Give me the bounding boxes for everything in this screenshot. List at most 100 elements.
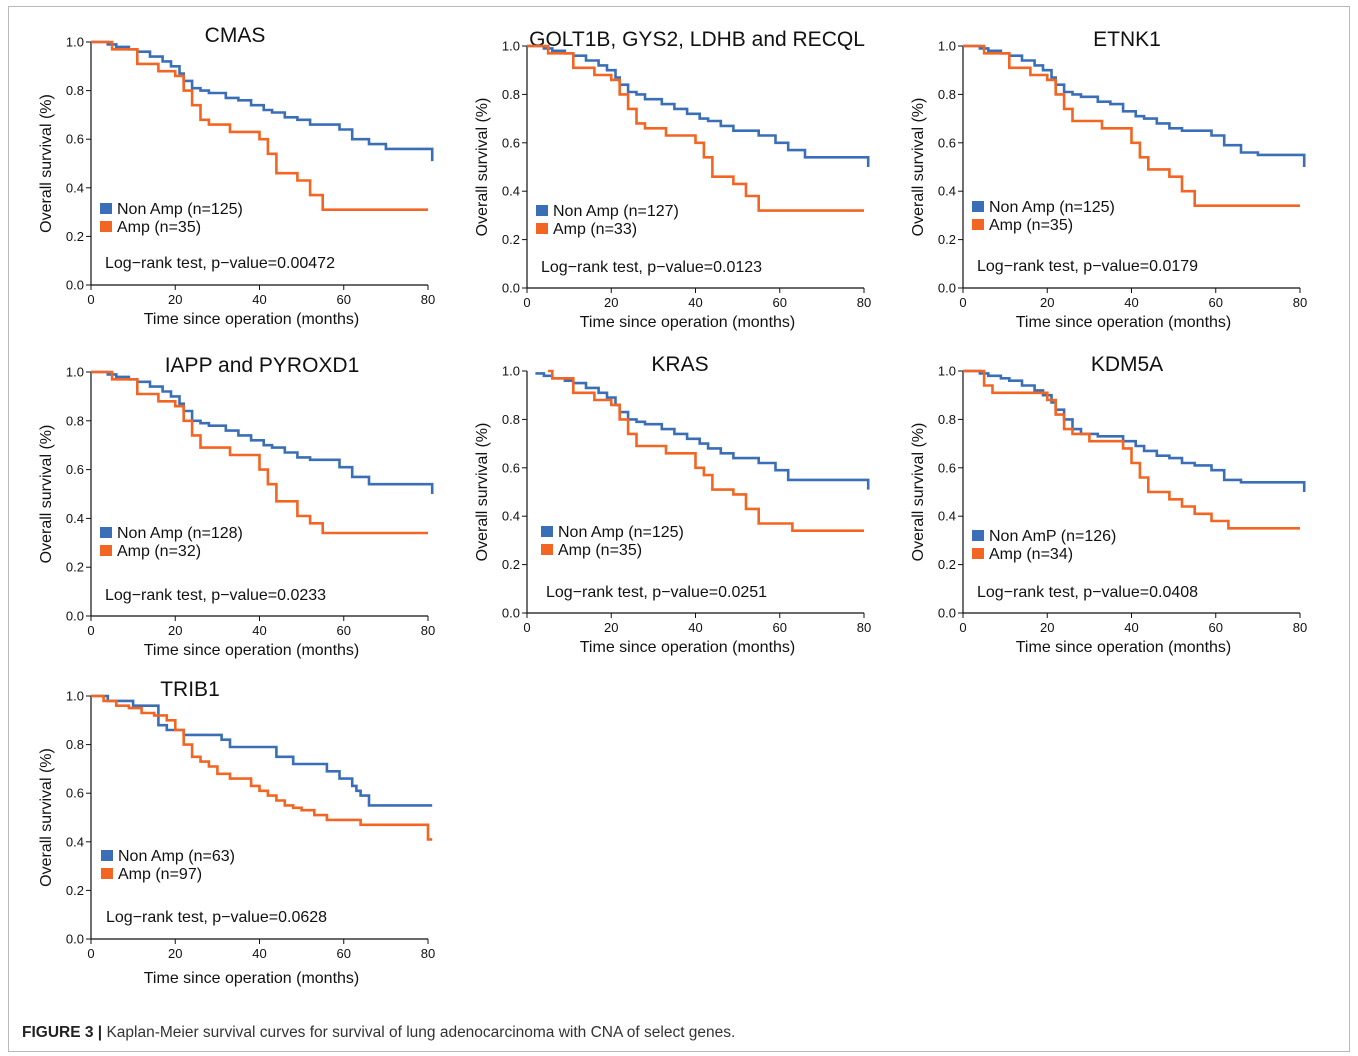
legend-label: Amp (n=34): [989, 546, 1073, 563]
x-tick-label: 0: [87, 292, 94, 307]
y-tick-label: 0.8: [66, 83, 84, 98]
legend-label: Amp (n=33): [553, 221, 637, 238]
logrank-annotation: Log−rank test, p−value=0.0233: [105, 587, 326, 604]
x-tick-label: 20: [168, 292, 182, 307]
x-tick-label: 0: [523, 620, 530, 635]
x-axis-label: Time since operation (months): [144, 970, 360, 987]
logrank-annotation: Log−rank test, p−value=0.0251: [546, 584, 767, 601]
legend-label: Non Amp (n=125): [989, 199, 1115, 216]
legend-swatch-non-amp: [100, 203, 112, 214]
y-axis-label: Overall survival (%): [910, 98, 927, 237]
y-tick-label: 0.6: [66, 786, 84, 801]
km-panel: IAPP and PYROXD1 0.0 0.2 0.4 0.6 0.8 1.0 0 20 40 6…: [38, 354, 435, 659]
x-tick-label: 20: [1040, 295, 1054, 310]
km-panel: CMAS 0.0 0.2 0.4 0.6 0.8 1.0 0 20 40 60 80 Time sinc…: [38, 24, 435, 328]
y-axis-label: Overall survival (%): [474, 423, 491, 562]
amp-curve: [91, 694, 433, 841]
x-tick-label: 60: [337, 946, 351, 961]
y-tick-label: 1.0: [66, 35, 84, 50]
y-tick-label: 0.6: [938, 460, 956, 475]
x-tick-label: 80: [1293, 620, 1307, 635]
amp-curve: [548, 369, 864, 532]
x-tick-label: 80: [857, 295, 871, 310]
y-tick-label: 0.4: [66, 834, 84, 849]
x-axis-label: Time since operation (months): [1016, 314, 1232, 331]
logrank-annotation: Log−rank test, p−value=0.0408: [977, 584, 1198, 601]
y-axis-label: Overall survival (%): [474, 98, 491, 237]
x-tick-label: 0: [87, 946, 94, 961]
x-tick-label: 0: [87, 623, 94, 638]
x-tick-label: 80: [421, 623, 435, 638]
y-tick-label: 0.2: [66, 883, 84, 898]
legend-swatch-amp: [100, 221, 112, 232]
legend-swatch-non-amp: [972, 530, 984, 541]
x-tick-label: 60: [337, 623, 351, 638]
legend-swatch-non-amp: [541, 526, 553, 537]
y-tick-label: 0.2: [938, 232, 956, 247]
non-amp-curve: [963, 44, 1306, 167]
legend-label: Amp (n=35): [989, 217, 1073, 234]
y-tick-label: 0.4: [502, 509, 520, 524]
y-tick-label: 0.0: [66, 278, 84, 293]
y-tick-label: 0.6: [66, 462, 84, 477]
non-amp-curve: [91, 40, 434, 162]
y-axis-label: Overall survival (%): [38, 425, 55, 564]
y-tick-label: 0.4: [66, 511, 84, 526]
x-tick-label: 20: [604, 295, 618, 310]
y-tick-label: 0.2: [66, 229, 84, 244]
legend-label: Amp (n=35): [558, 542, 642, 559]
non-amp-curve: [963, 369, 1306, 492]
legend-swatch-amp: [541, 544, 553, 555]
x-axis-label: Time since operation (months): [144, 311, 360, 328]
x-tick-label: 0: [959, 295, 966, 310]
legend-swatch-non-amp: [972, 201, 984, 212]
x-axis-label: Time since operation (months): [580, 639, 796, 656]
chart-title: ETNK1: [1093, 28, 1161, 51]
y-tick-label: 1.0: [938, 39, 956, 54]
km-panel: KRAS 0.0 0.2 0.4 0.6 0.8 1.0 0 20 40 60 80 Time sinc…: [474, 353, 871, 656]
y-tick-label: 0.2: [502, 232, 520, 247]
x-tick-label: 60: [337, 292, 351, 307]
caption-label: FIGURE 3 |: [22, 1024, 103, 1041]
figure-frame: [8, 6, 1350, 1052]
x-tick-label: 80: [1293, 295, 1307, 310]
x-axis-label: Time since operation (months): [144, 642, 360, 659]
x-tick-label: 60: [773, 620, 787, 635]
y-tick-label: 0.0: [66, 609, 84, 624]
amp-curve: [91, 370, 428, 535]
y-tick-label: 0.0: [502, 606, 520, 621]
y-tick-label: 0.6: [502, 460, 520, 475]
legend-label: Non AmP (n=126): [989, 528, 1116, 545]
legend-swatch-amp: [972, 548, 984, 559]
km-panel: ETNK1 0.0 0.2 0.4 0.6 0.8 1.0 0 20 40 60 80 Time sin…: [910, 28, 1307, 331]
legend-label: Non Amp (n=128): [117, 525, 243, 542]
x-tick-label: 0: [523, 295, 530, 310]
km-panel: TRIB1 0.0 0.2 0.4 0.6 0.8 1.0 0 20 40 60 80 Time sin…: [38, 678, 435, 987]
x-tick-label: 40: [252, 623, 266, 638]
legend-label: Amp (n=32): [117, 543, 201, 560]
y-tick-label: 1.0: [502, 39, 520, 54]
y-tick-label: 0.6: [66, 132, 84, 147]
x-tick-label: 20: [168, 623, 182, 638]
y-tick-label: 0.8: [938, 412, 956, 427]
legend-swatch-non-amp: [536, 205, 548, 216]
y-tick-label: 0.0: [938, 281, 956, 296]
x-tick-label: 80: [421, 946, 435, 961]
x-tick-label: 60: [1209, 295, 1223, 310]
non-amp-curve: [535, 372, 870, 490]
caption-text: Kaplan-Meier survival curves for surviva…: [102, 1024, 736, 1041]
x-tick-label: 20: [168, 946, 182, 961]
y-tick-label: 0.4: [66, 180, 84, 195]
y-tick-label: 0.8: [502, 87, 520, 102]
x-tick-label: 40: [252, 946, 266, 961]
amp-curve: [963, 44, 1300, 207]
x-tick-label: 40: [252, 292, 266, 307]
km-panel: KDM5A 0.0 0.2 0.4 0.6 0.8 1.0 0 20 40 60 80 Time sin…: [910, 353, 1307, 656]
legend-swatch-amp: [100, 545, 112, 556]
chart-title: GOLT1B, GYS2, LDHB and RECQL: [529, 28, 865, 51]
chart-title: KRAS: [651, 353, 708, 376]
y-tick-label: 0.8: [66, 737, 84, 752]
y-tick-label: 0.2: [938, 557, 956, 572]
logrank-annotation: Log−rank test, p−value=0.0628: [106, 909, 327, 926]
